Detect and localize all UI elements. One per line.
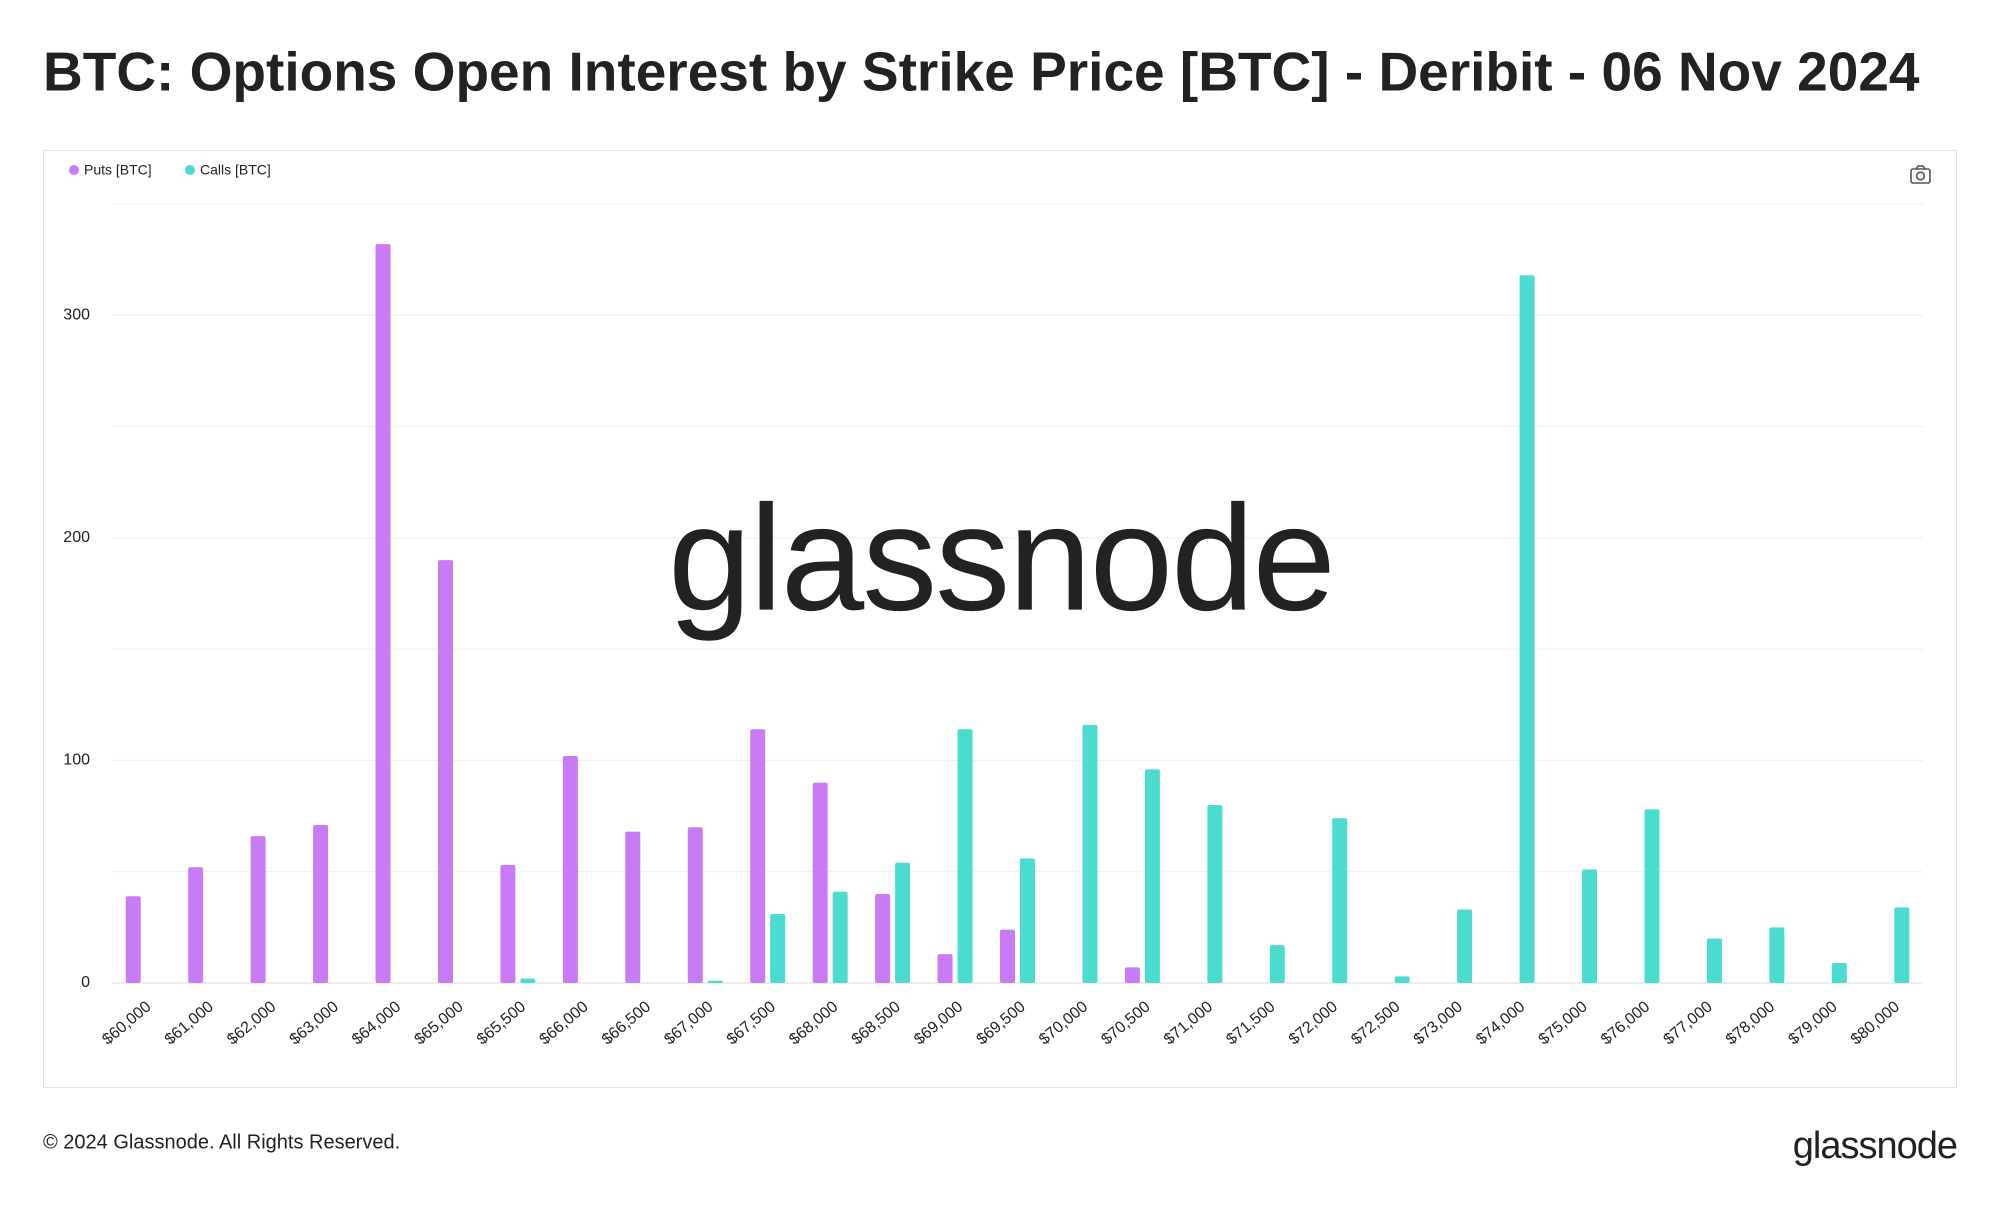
watermark: glassnode [668,474,1334,642]
y-tick-label: 0 [81,974,90,991]
bar [520,978,536,983]
x-tick-label: $72,500 [1348,998,1403,1048]
x-tick-label: $69,500 [974,998,1029,1048]
bar [1769,927,1785,983]
x-tick-label: $68,000 [786,998,841,1048]
x-tick-label: $63,000 [287,998,342,1048]
x-tick-label: $66,000 [536,998,591,1048]
x-tick-label: $78,000 [1723,998,1778,1048]
camera-icon[interactable] [1910,165,1931,184]
bar [1457,909,1473,983]
bar [1207,804,1223,983]
x-tick-label: $74,000 [1473,998,1528,1048]
chart-frame [43,150,1957,1088]
x-tick-label: $80,000 [1848,998,1903,1048]
x-tick-label: $71,500 [1223,998,1278,1048]
x-tick-label: $67,500 [724,998,779,1048]
x-tick-label: $70,500 [1098,998,1153,1048]
legend-label: Calls [BTC] [200,162,271,178]
legend-marker [185,165,195,175]
x-tick-label: $75,000 [1536,998,1591,1048]
bar [937,954,953,983]
bar [875,893,891,983]
x-tick-label: $73,000 [1411,998,1466,1048]
x-tick-label: $65,000 [412,998,467,1048]
bar [895,862,911,983]
bar [957,729,973,983]
bar [1144,769,1160,983]
logo: glassnode [1793,1125,1957,1167]
bar [125,896,141,983]
x-tick-label: $65,500 [474,998,529,1048]
bar [1000,929,1015,983]
bar [1706,938,1722,983]
x-tick-label: $66,500 [599,998,654,1048]
x-tick-label: $64,000 [349,998,404,1048]
bar [1644,809,1660,983]
bar [687,827,703,983]
x-tick-label: $72,000 [1286,998,1341,1048]
bar [812,782,828,983]
bar [625,831,641,983]
bar [1020,858,1035,983]
x-tick-label: $76,000 [1598,998,1653,1048]
bar [770,914,786,983]
x-tick-label: $79,000 [1785,998,1840,1048]
y-tick-label: 300 [63,307,90,324]
bar [188,867,204,983]
bar [832,891,848,983]
x-tick-label: $69,000 [911,998,966,1048]
x-tick-label: $60,000 [99,998,154,1048]
bar [1831,962,1847,983]
x-tick-label: $67,000 [661,998,716,1048]
bar [375,244,391,983]
bar [1894,907,1910,983]
y-tick-label: 100 [63,752,90,769]
x-tick-label: $68,500 [849,998,904,1048]
x-tick-label: $70,000 [1036,998,1091,1048]
bar [1332,818,1348,983]
chart-title: BTC: Options Open Interest by Strike Pri… [43,41,1920,103]
bar [250,836,266,983]
y-tick-label: 200 [63,529,90,546]
x-tick-label: $71,000 [1161,998,1216,1048]
bar [750,729,766,983]
bar [707,980,723,983]
bar [1519,275,1535,983]
bar [1394,976,1410,983]
legend-marker [69,165,79,175]
legend-label: Puts [BTC] [84,162,152,178]
bar [1582,869,1598,983]
bar [313,824,329,983]
bar [562,755,578,983]
footer: © 2024 Glassnode. All Rights Reserved. [43,1131,400,1153]
x-tick-label: $61,000 [162,998,217,1048]
x-tick-label: $62,000 [224,998,279,1048]
bar [500,865,516,983]
bar [1124,967,1140,983]
x-tick-label: $77,000 [1660,998,1715,1048]
bar [437,560,453,983]
bar [1082,724,1098,983]
bar [1269,945,1285,983]
